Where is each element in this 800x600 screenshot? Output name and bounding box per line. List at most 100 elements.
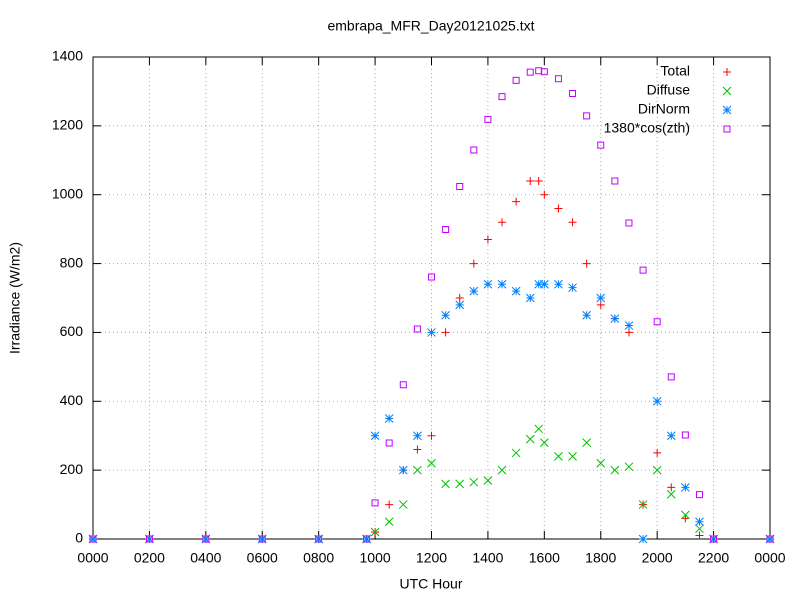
x-axis-label: UTC Hour: [399, 576, 462, 592]
data-point: [652, 465, 662, 475]
data-point: [202, 535, 210, 543]
data-point: [455, 300, 465, 310]
data-point: [624, 328, 633, 337]
data-point: [568, 283, 577, 293]
data-point: [315, 535, 323, 543]
data-point: [766, 535, 774, 543]
x-tick-label: 0200: [134, 550, 165, 566]
data-point: [695, 517, 704, 527]
data-point: [363, 535, 371, 543]
data-point: [456, 182, 464, 190]
data-point: [370, 527, 380, 537]
data-point: [512, 197, 521, 206]
y-tick-label: 1400: [52, 48, 83, 64]
data-point: [371, 499, 379, 507]
data-point: [525, 434, 535, 444]
data-point: [666, 431, 676, 441]
data-point: [710, 535, 718, 543]
data-point: [652, 396, 662, 406]
x-tick-label: 0800: [303, 550, 334, 566]
data-point: [526, 68, 534, 76]
y-axis-label: Irradiance (W/m2): [7, 242, 23, 354]
data-point: [667, 483, 676, 492]
data-point: [568, 218, 577, 227]
data-point: [258, 535, 266, 543]
data-point: [653, 318, 661, 326]
data-point: [469, 477, 479, 487]
data-point: [441, 479, 450, 489]
data-point: [534, 176, 543, 185]
data-point: [428, 273, 435, 281]
data-point: [525, 293, 535, 303]
data-point: [765, 534, 775, 544]
data-point: [145, 534, 154, 544]
data-point: [384, 414, 394, 423]
data-point: [413, 325, 421, 333]
legend-label: DirNorm: [638, 101, 690, 117]
data-point: [384, 517, 394, 527]
data-point: [653, 448, 662, 457]
legend-marker: [722, 105, 732, 115]
y-tick-label: 1000: [52, 185, 83, 201]
data-point: [314, 534, 324, 544]
x-tick-label: 1400: [472, 550, 503, 566]
legend-marker: [722, 86, 732, 96]
data-point: [498, 93, 506, 101]
x-tick-label: 0000: [754, 550, 785, 566]
data-point: [554, 204, 563, 213]
data-point: [681, 510, 690, 520]
data-point: [534, 279, 544, 289]
x-tick-label: 1200: [416, 550, 447, 566]
data-point: [483, 235, 492, 244]
data-point: [441, 328, 450, 337]
legend-marker: [723, 125, 731, 133]
data-point: [413, 465, 422, 475]
data-point: [539, 279, 549, 289]
data-point: [483, 279, 493, 289]
data-point: [611, 177, 619, 185]
data-point: [596, 293, 606, 303]
y-tick-label: 400: [60, 392, 84, 408]
data-point: [681, 431, 689, 439]
data-point: [554, 75, 562, 83]
y-tick-label: 0: [75, 530, 83, 546]
data-point: [625, 219, 633, 227]
y-tick-label: 200: [60, 461, 84, 477]
data-point: [511, 286, 521, 296]
data-point: [469, 286, 479, 296]
data-point: [469, 259, 478, 268]
y-tick-label: 600: [60, 323, 84, 339]
data-point: [145, 535, 153, 543]
data-point: [483, 476, 493, 485]
x-tick-label: 2200: [698, 550, 729, 566]
data-point: [427, 431, 436, 440]
data-point: [695, 491, 703, 499]
data-point: [441, 310, 450, 320]
data-point: [398, 465, 408, 475]
x-tick-label: 1800: [585, 550, 616, 566]
data-point: [455, 479, 465, 489]
data-point: [385, 439, 393, 447]
data-point: [596, 300, 605, 309]
data-point: [569, 89, 577, 97]
data-point: [554, 452, 563, 461]
data-point: [526, 176, 535, 185]
data-point: [512, 76, 520, 84]
data-point: [624, 462, 634, 472]
data-point: [427, 458, 436, 468]
y-tick-label: 1200: [52, 117, 83, 133]
data-point: [639, 266, 647, 274]
legend-marker: [723, 68, 731, 76]
chart-title: embrapa_MFR_Day20121025.txt: [327, 18, 534, 34]
x-tick-label: 1000: [360, 550, 391, 566]
data-point: [681, 514, 690, 523]
data-point: [398, 500, 408, 509]
data-point: [638, 500, 648, 509]
data-point: [596, 458, 606, 468]
data-point: [399, 381, 407, 389]
data-point: [442, 225, 450, 233]
data-point: [370, 431, 380, 441]
data-point: [610, 314, 620, 324]
data-point: [582, 438, 591, 447]
